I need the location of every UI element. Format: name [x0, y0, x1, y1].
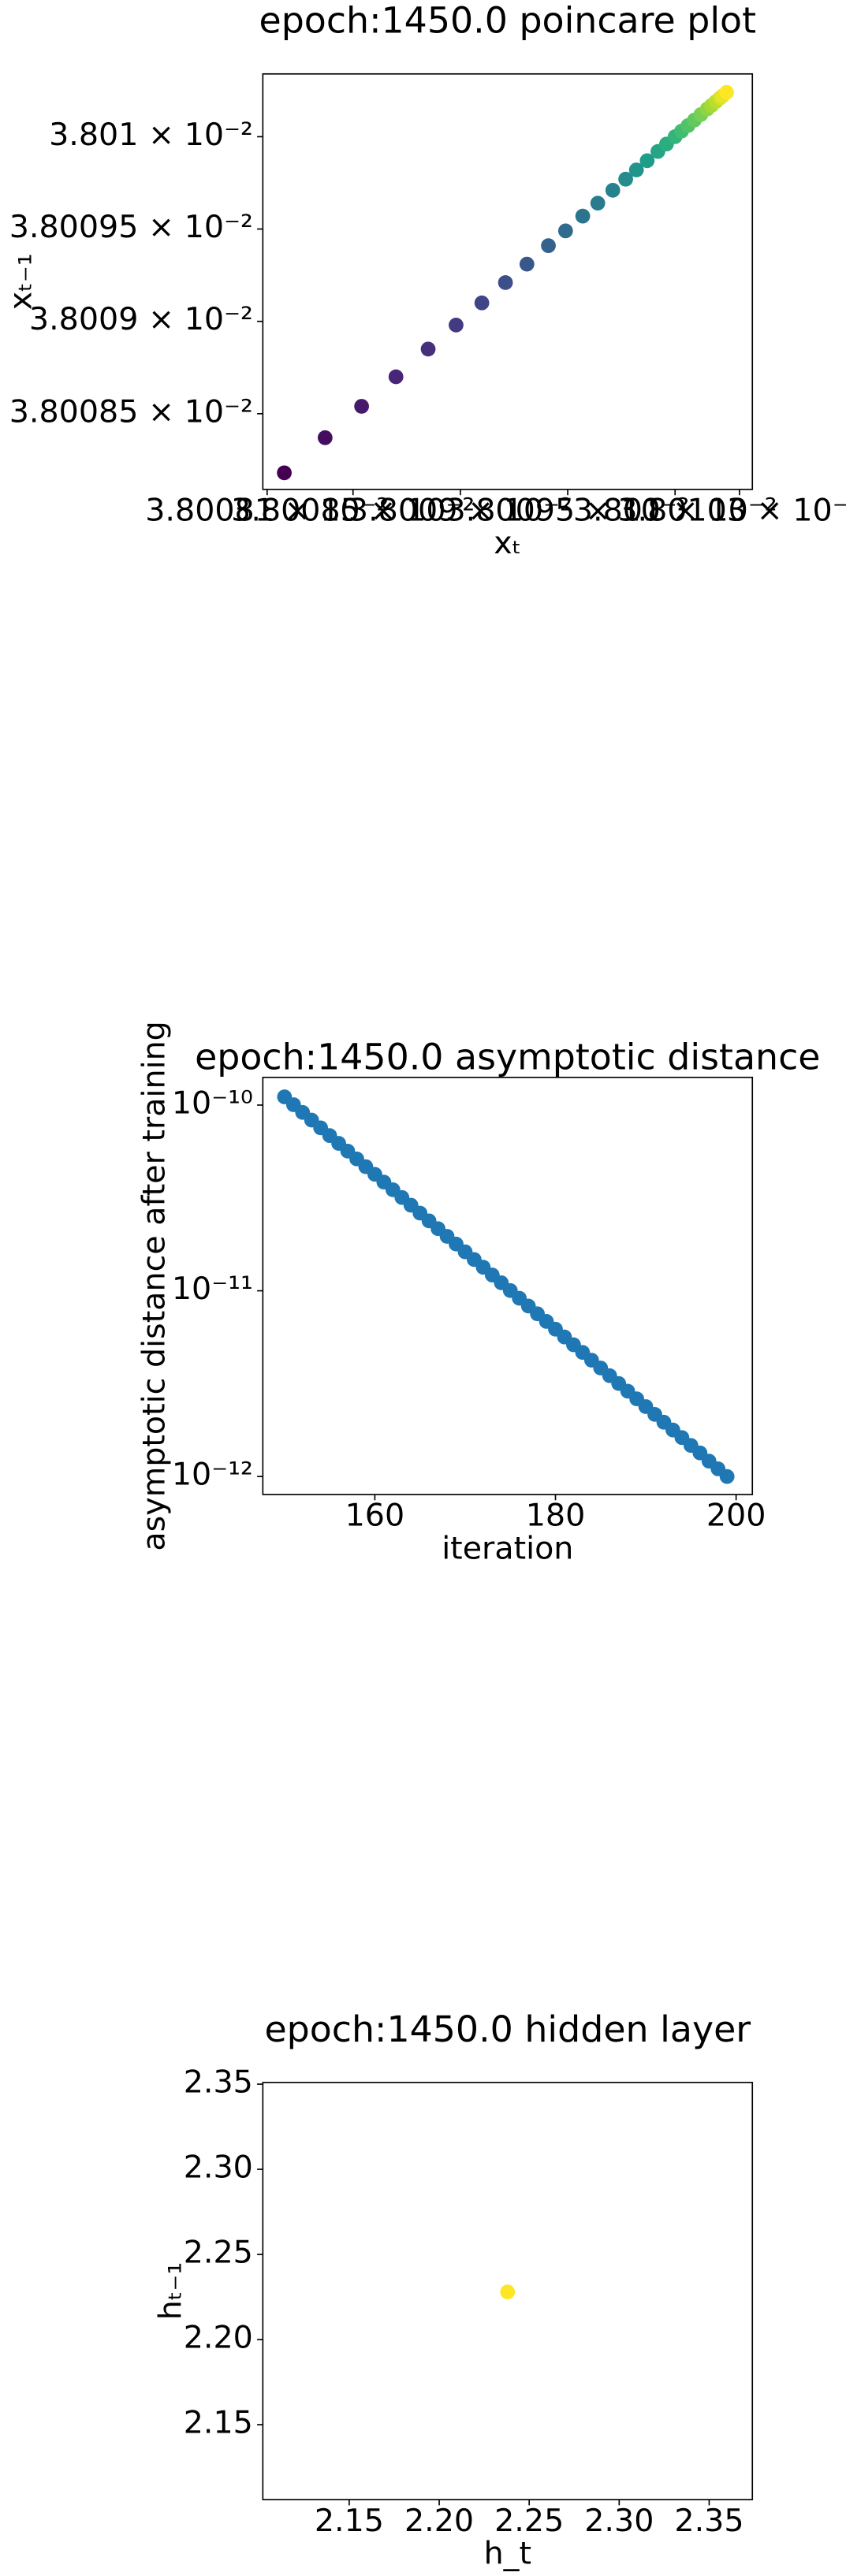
point — [618, 171, 633, 187]
y-tick-label: 10⁻¹² — [172, 1457, 253, 1493]
point — [388, 369, 404, 385]
point — [575, 208, 591, 224]
point — [541, 238, 556, 254]
y-tick-label: 10⁻¹¹ — [172, 1271, 253, 1307]
point — [719, 84, 734, 100]
point — [474, 295, 490, 311]
x-tick-label: 2.20 — [404, 2503, 474, 2539]
y-tick-label: 2.20 — [184, 2320, 253, 2356]
point — [719, 1469, 735, 1484]
x-tick-label: 3.80085 × 10⁻² — [231, 493, 475, 529]
x-axis-label: iteration — [442, 1530, 573, 1566]
point — [498, 275, 513, 290]
chart-title: epoch:1450.0 hidden layer — [264, 2008, 751, 2050]
x-tick-label: 160 — [345, 1498, 405, 1534]
y-tick-label: 2.25 — [184, 2235, 253, 2271]
y-tick-label: 2.30 — [184, 2150, 253, 2186]
y-axis-label: hₜ₋₁ — [152, 2262, 188, 2321]
y-axis-label: xₜ₋₁ — [3, 253, 39, 310]
point — [420, 341, 436, 357]
x-axis-label: xₜ — [494, 525, 521, 561]
point — [590, 195, 606, 211]
axes-frame — [262, 73, 754, 490]
point — [317, 430, 333, 445]
point — [557, 223, 573, 239]
x-tick-label: 180 — [526, 1498, 586, 1534]
point — [628, 162, 644, 177]
x-tick-label: 200 — [706, 1498, 766, 1534]
x-axis-label: h_t — [484, 2535, 531, 2571]
x-tick-label: 2.15 — [315, 2503, 384, 2539]
y-tick-label: 3.801 × 10⁻² — [49, 117, 253, 153]
x-tick-label: 3.80095 × 10⁻² — [445, 493, 689, 529]
point — [500, 2284, 516, 2299]
y-tick-label: 3.80095 × 10⁻² — [9, 209, 253, 245]
y-tick-label: 2.35 — [184, 2064, 253, 2101]
point — [354, 399, 370, 414]
x-tick-label: 2.35 — [674, 2503, 744, 2539]
point — [277, 465, 292, 481]
x-tick-label: 2.25 — [494, 2503, 564, 2539]
y-axis-label: asymptotic distance after training — [136, 1021, 172, 1550]
chart-title: epoch:1450.0 asymptotic distance — [195, 1035, 820, 1078]
point — [449, 318, 464, 333]
x-tick-label: 3.80081 × 10⁻² — [145, 493, 389, 529]
axes-frame — [262, 2082, 754, 2500]
x-tick-label: 2.30 — [584, 2503, 654, 2539]
axes-frame — [262, 1076, 754, 1495]
point — [519, 256, 535, 272]
y-tick-label: 10⁻¹⁰ — [172, 1085, 253, 1121]
y-tick-label: 2.15 — [184, 2405, 253, 2441]
x-tick-label: 3.80103 × 10⁻² — [617, 493, 846, 529]
y-tick-label: 3.80085 × 10⁻² — [9, 393, 253, 430]
x-tick-label: 3.801 × 10⁻² — [573, 493, 777, 529]
chart-title: epoch:1450.0 poincare plot — [259, 0, 757, 42]
x-tick-label: 3.8009 × 10⁻² — [348, 493, 572, 529]
point — [605, 182, 621, 198]
y-tick-label: 3.8009 × 10⁻² — [29, 301, 253, 337]
point — [639, 153, 655, 169]
